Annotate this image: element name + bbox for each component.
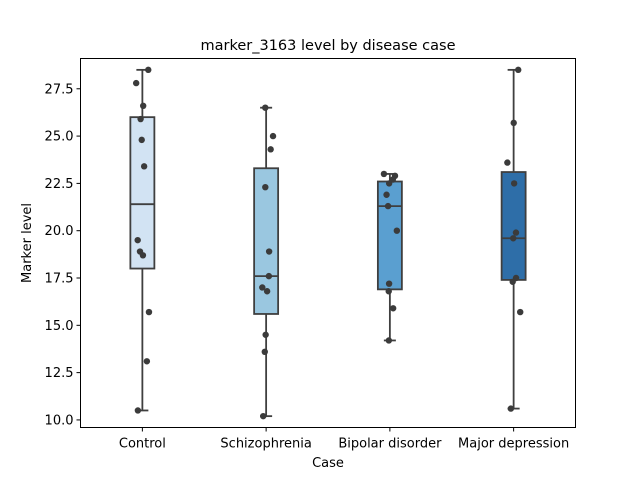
data-point xyxy=(393,227,401,234)
data-point xyxy=(137,115,144,123)
box-group-bipolar-disorder xyxy=(376,170,403,344)
data-point xyxy=(139,102,147,110)
data-point xyxy=(265,272,273,280)
data-point xyxy=(143,358,151,365)
x-tick-label: Bipolar disorder xyxy=(338,437,442,452)
x-tick-label: Major depression xyxy=(458,437,569,452)
data-point xyxy=(389,305,397,312)
data-point xyxy=(383,191,390,198)
plot-frame xyxy=(80,58,576,428)
x-axis-label: Case xyxy=(312,456,344,471)
data-point xyxy=(267,146,274,153)
data-point xyxy=(263,288,271,295)
data-point xyxy=(504,159,511,166)
data-point xyxy=(509,278,516,285)
data-point xyxy=(259,284,266,291)
data-point xyxy=(510,235,517,242)
x-axis: Control Schizophrenia Bipolar disorder Majo… xyxy=(119,427,569,452)
chart-title: marker_3163 level by disease case xyxy=(201,38,456,54)
y-tick-label: 22.5 xyxy=(45,177,74,192)
data-point xyxy=(134,407,142,414)
data-point xyxy=(145,308,153,316)
data-point xyxy=(380,170,388,178)
box xyxy=(500,171,527,281)
plot-area xyxy=(129,66,527,420)
data-point xyxy=(265,248,273,255)
data-point xyxy=(515,66,522,74)
data-point xyxy=(261,348,268,356)
data-point xyxy=(262,331,269,338)
y-tick-label: 25.0 xyxy=(45,130,74,145)
data-point xyxy=(507,405,515,412)
data-point xyxy=(385,337,393,344)
data-point xyxy=(517,308,524,316)
data-point xyxy=(262,104,269,111)
y-tick-label: 15.0 xyxy=(45,319,74,334)
box xyxy=(376,180,403,291)
data-point xyxy=(132,79,140,87)
y-tick-label: 17.5 xyxy=(45,272,74,287)
x-tick-label: Schizophrenia xyxy=(220,437,311,452)
box-group-control xyxy=(129,66,156,414)
data-point xyxy=(139,252,147,259)
data-point xyxy=(138,136,145,144)
data-point xyxy=(134,236,141,244)
data-point xyxy=(384,202,392,210)
box-group-major-depression xyxy=(500,66,527,412)
data-point xyxy=(385,180,393,187)
y-tick-label: 27.5 xyxy=(45,82,74,97)
data-point xyxy=(140,163,148,170)
data-point xyxy=(260,412,267,420)
data-point xyxy=(510,180,518,187)
data-point xyxy=(385,288,392,295)
data-point xyxy=(269,132,277,140)
box-group-schizophrenia xyxy=(253,104,280,420)
data-point xyxy=(510,119,517,127)
y-axis: 10.0 12.5 15.0 17.5 20.0 22.5 25.0 27.5 xyxy=(45,82,81,428)
data-point xyxy=(385,280,393,287)
y-tick-label: 20.0 xyxy=(45,224,74,239)
y-tick-label: 12.5 xyxy=(45,366,74,381)
y-axis-label: Marker level xyxy=(20,203,35,283)
x-tick-label: Control xyxy=(119,437,166,452)
y-tick-label: 10.0 xyxy=(45,413,74,428)
data-point xyxy=(262,183,269,191)
data-point xyxy=(145,66,152,74)
data-point xyxy=(512,229,520,236)
